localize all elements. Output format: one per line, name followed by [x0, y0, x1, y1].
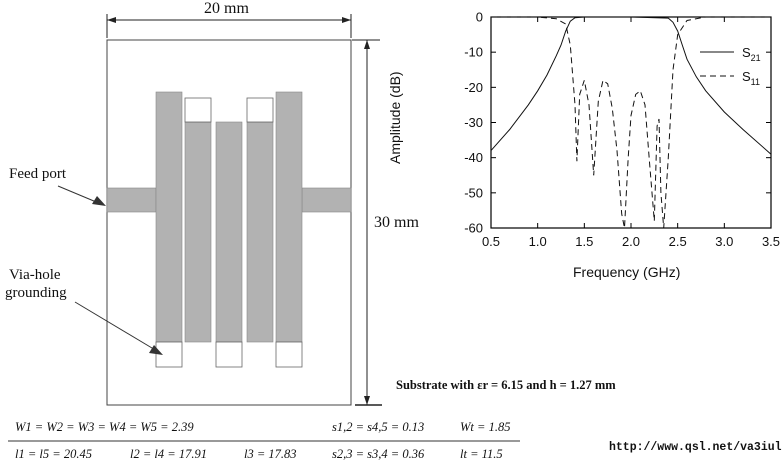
x-tick-label: 2.5 [669, 234, 687, 249]
height-arrow-top [364, 40, 370, 49]
via-pad-3 [215, 341, 243, 368]
eq-l3: l3 = 17.83 [244, 447, 297, 461]
series-line-s11 [491, 16, 771, 229]
via-pad-4 [246, 97, 274, 123]
y-tick-label: -40 [464, 150, 483, 165]
y-axis-title: Amplitude (dB) [387, 71, 403, 164]
substrate-note: Substrate with εr = 6.15 and h = 1.27 mm [396, 378, 616, 392]
y-tick-label: 0 [476, 10, 483, 25]
resonator-3 [215, 121, 243, 343]
x-tick-label: 0.5 [482, 234, 500, 249]
x-tick-label: 1.5 [575, 234, 593, 249]
eq-l1: l1 = l5 = 20.45 [15, 447, 92, 461]
resonator-5 [275, 91, 303, 343]
feed-line-left [106, 187, 157, 213]
series-line-s21 [490, 16, 772, 155]
source-url[interactable]: http://www.qsl.net/va3iul/ [609, 441, 782, 454]
legend-label-s11: S11 [742, 69, 760, 87]
width-arrow-right [342, 17, 351, 23]
eq-s23: s2,3 = s3,4 = 0.36 [332, 447, 425, 461]
height-arrow-bottom [364, 396, 370, 405]
x-tick-label: 1.0 [529, 234, 547, 249]
resonator-4 [246, 121, 274, 343]
eq-lt: lt = 11.5 [460, 447, 503, 461]
y-tick-label: -50 [464, 185, 483, 200]
resonator-1 [155, 91, 183, 343]
width-arrow-left [107, 17, 116, 23]
eq-s12: s1,2 = s4,5 = 0.13 [332, 420, 425, 434]
y-tick-label: -60 [464, 221, 483, 236]
y-tick-label: -30 [464, 115, 483, 130]
eq-widths: W1 = W2 = W3 = W4 = W5 = 2.39 [15, 420, 194, 434]
x-tick-label: 2.0 [622, 234, 640, 249]
x-axis-title: Frequency (GHz) [573, 264, 681, 280]
feed-port-pointer [57, 185, 102, 205]
legend-label-s21: S21 [742, 45, 761, 63]
eq-l2: l2 = l4 = 17.91 [130, 447, 207, 461]
feed-port-label: Feed port [9, 166, 67, 182]
eq-wt: Wt = 1.85 [460, 420, 511, 434]
height-label: 30 mm [374, 214, 419, 231]
via-label-line2: grounding [5, 285, 67, 301]
y-tick-label: -20 [464, 80, 483, 95]
via-pointer [74, 301, 158, 352]
via-pad-5 [275, 341, 303, 368]
via-pad-2 [184, 97, 212, 123]
x-tick-label: 3.5 [762, 234, 780, 249]
resonator-2 [184, 121, 212, 343]
via-label-line1: Via-hole [9, 267, 61, 283]
x-tick-label: 3.0 [715, 234, 733, 249]
via-pad-1 [155, 341, 183, 368]
y-tick-label: -10 [464, 45, 483, 60]
width-label: 20 mm [204, 0, 249, 17]
